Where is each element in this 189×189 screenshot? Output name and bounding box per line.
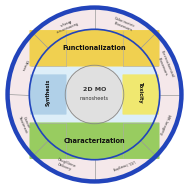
Text: Electrochemical
Biosensors: Electrochemical Biosensors (155, 50, 174, 81)
Text: nanosheets: nanosheets (80, 96, 109, 101)
Text: Colorimetric
Biosensors: Colorimetric Biosensors (112, 16, 136, 33)
Text: Functionalization: Functionalization (63, 45, 126, 51)
FancyBboxPatch shape (30, 74, 67, 115)
Circle shape (8, 8, 181, 181)
FancyBboxPatch shape (29, 30, 160, 67)
Circle shape (65, 65, 124, 124)
Text: Drug/Gene
Delivery: Drug/Gene Delivery (55, 157, 76, 173)
Text: Fluorescence
Assays: Fluorescence Assays (53, 16, 78, 33)
Text: UCL Imaging: UCL Imaging (112, 158, 135, 171)
Text: Characterization: Characterization (64, 138, 125, 144)
Circle shape (29, 29, 160, 160)
Text: Cancer
Treatment: Cancer Treatment (17, 113, 32, 134)
FancyBboxPatch shape (29, 122, 160, 159)
Text: Toxicity: Toxicity (138, 82, 143, 103)
Text: Others: Others (20, 59, 28, 72)
Text: Synthesis: Synthesis (46, 79, 51, 106)
Text: MR Imaging: MR Imaging (159, 113, 171, 134)
Text: 2D MO: 2D MO (83, 87, 106, 92)
FancyBboxPatch shape (122, 74, 159, 115)
